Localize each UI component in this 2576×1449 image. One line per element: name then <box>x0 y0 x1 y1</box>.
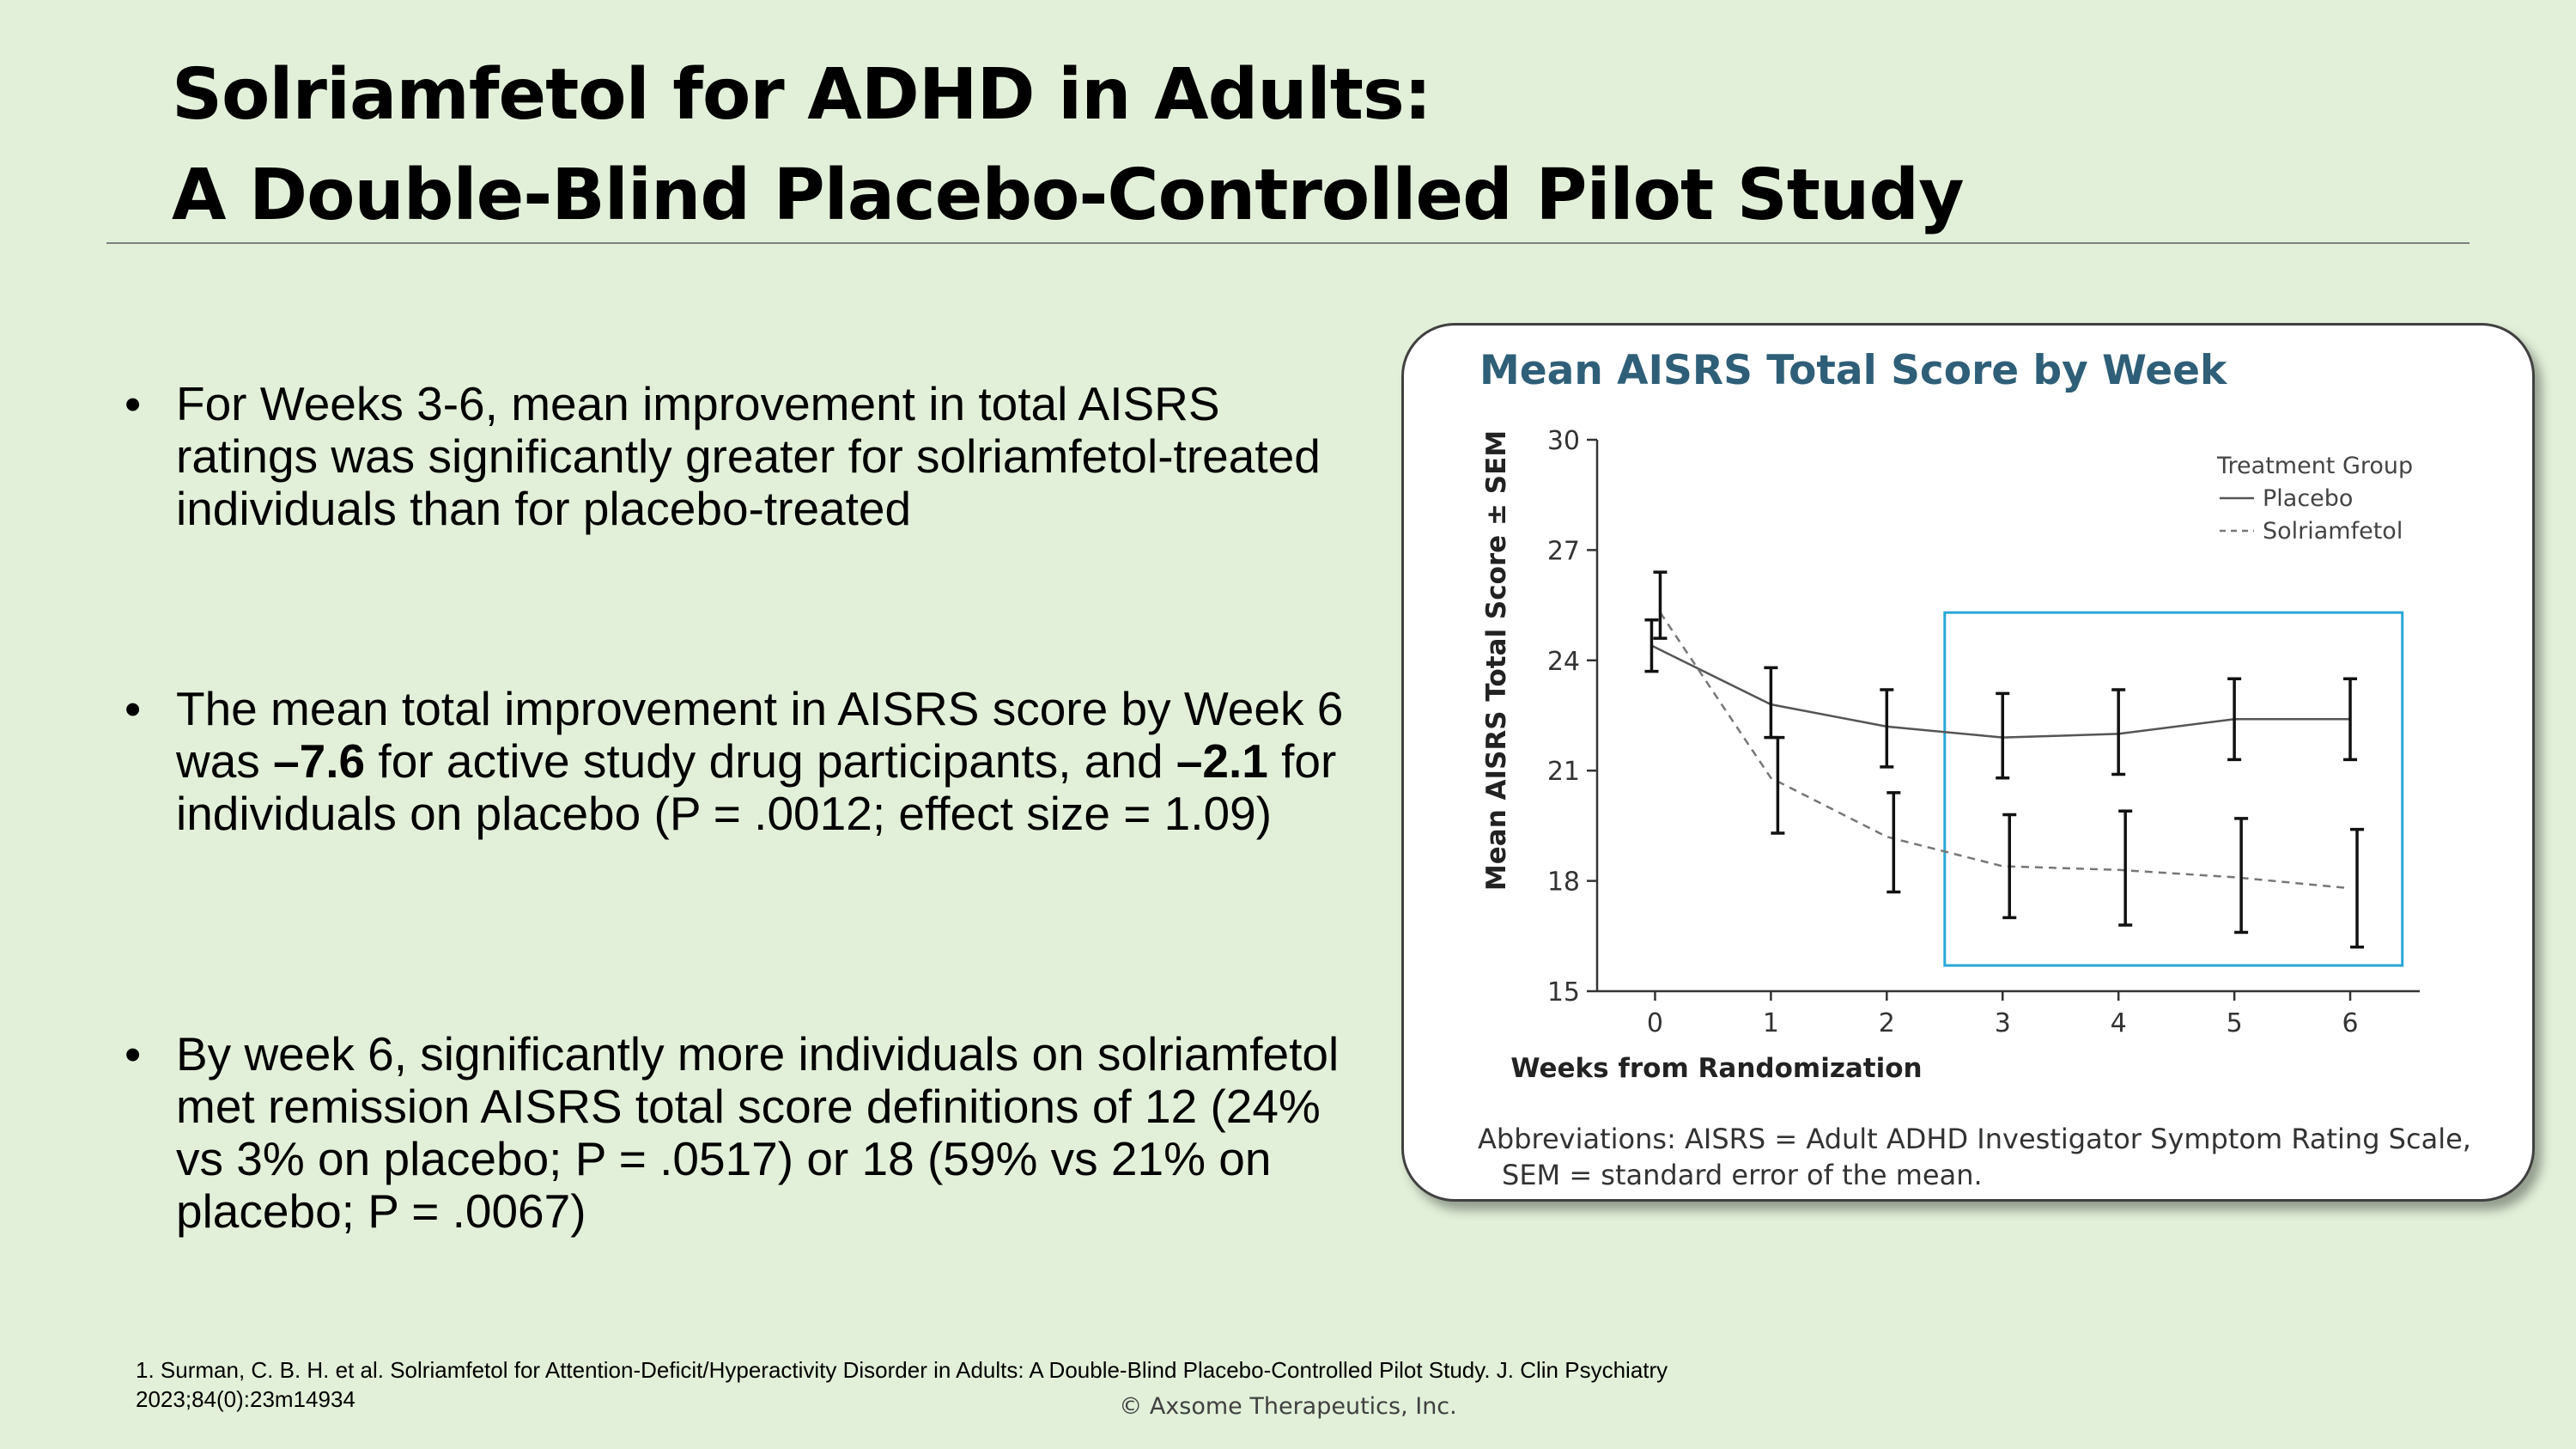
bullet-text-part: The mean total improvement in AISRS scor… <box>176 682 1344 788</box>
bullet-bold-value-placebo: –2.1 <box>1176 734 1268 788</box>
abbreviations-line-1: Abbreviations: AISRS = Adult ADHD Invest… <box>1478 1123 2471 1155</box>
title-divider <box>106 242 2470 244</box>
copyright-notice: © Axsome Therapeutics, Inc. <box>1119 1393 1457 1420</box>
chart-title: Mean AISRS Total Score by Week <box>1479 347 2228 394</box>
slide-title-line-1: Solriamfetol for ADHD in Adults: <box>172 54 1432 136</box>
reference-line-2: 2023;84(0):23m14934 <box>136 1386 355 1412</box>
y-tick-label: 30 <box>1547 426 1580 456</box>
series-line-placebo <box>1650 644 2351 739</box>
bullet-marker: • <box>125 682 142 735</box>
y-tick-label: 15 <box>1547 977 1580 1008</box>
reference-line-1: 1. Surman, C. B. H. et al. Solriamfetol … <box>136 1357 1668 1383</box>
slide-title: Solriamfetol for ADHD in Adults: A Doubl… <box>172 45 2404 246</box>
bullet-text: By week 6, significantly more individual… <box>176 1027 1340 1238</box>
slide-title-line-2: A Double-Blind Placebo-Controlled Pilot … <box>172 155 1965 236</box>
y-tick-label: 21 <box>1547 757 1580 787</box>
bullet-item-3: • By week 6, significantly more individu… <box>120 1028 1374 1238</box>
x-tick-label: 4 <box>2111 1008 2127 1038</box>
x-tick-label: 2 <box>1879 1008 1895 1038</box>
bullet-marker: • <box>125 1027 142 1081</box>
abbreviations-line-2: SEM = standard error of the mean. <box>1502 1159 1983 1191</box>
y-axis-label: Mean AISRS Total Score ± SEM <box>1481 430 1512 891</box>
bullet-item-2: • The mean total improvement in AISRS sc… <box>120 683 1374 840</box>
series-line-solriamfetol <box>1659 612 2351 890</box>
x-tick-label: 0 <box>1647 1008 1663 1038</box>
bullet-text-part: for active study drug participants, and <box>365 734 1176 788</box>
aisrs-line-chart: Mean AISRS Total Score by Week 151821242… <box>1478 347 2471 1191</box>
reference-citation: 1. Surman, C. B. H. et al. Solriamfetol … <box>136 1355 2196 1414</box>
highlight-box <box>1943 611 2404 967</box>
y-tick-label: 27 <box>1547 536 1580 566</box>
bullet-text-part: for individuals on placebo (P = .0012; e… <box>176 734 1337 840</box>
x-axis-label: Weeks from Randomization <box>1510 1053 1922 1084</box>
y-tick-label: 18 <box>1547 868 1580 898</box>
bullet-item-1: • For Weeks 3-6, mean improvement in tot… <box>120 378 1374 535</box>
legend-label-placebo: Placebo <box>2263 485 2353 512</box>
x-tick-label: 1 <box>1763 1008 1779 1038</box>
bullet-marker: • <box>125 377 142 430</box>
bullet-bold-value-active: –7.6 <box>273 734 366 788</box>
chart-card: Mean AISRS Total Score by Week 15 18 21 24 2… <box>1401 323 2535 1202</box>
x-tick-label: 3 <box>1995 1008 2011 1038</box>
x-tick-label: 6 <box>2342 1008 2358 1038</box>
y-tick-label: 24 <box>1547 647 1580 677</box>
legend-title: Treatment Group <box>2216 453 2413 479</box>
x-tick-label: 5 <box>2227 1008 2243 1038</box>
bullet-text: For Weeks 3-6, mean improvement in total… <box>176 377 1321 535</box>
legend-label-solriamfetol: Solriamfetol <box>2263 518 2403 545</box>
plot-area: 15 18 21 24 27 30 0 1 2 3 4 5 6 <box>1547 426 2420 1038</box>
